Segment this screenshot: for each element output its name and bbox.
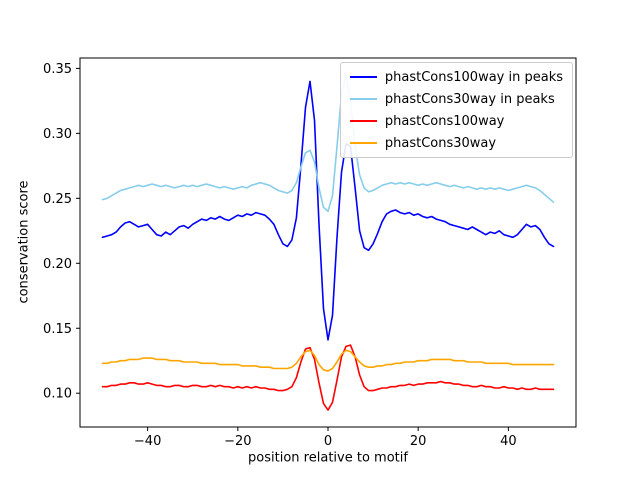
series-line-0	[101, 80, 555, 341]
legend-line-sample-blue	[349, 76, 377, 78]
y-axis-label: conservation score	[16, 180, 32, 304]
series-line-2	[101, 344, 555, 411]
series-line-1	[101, 74, 555, 213]
legend-label: phastCons30way	[384, 135, 497, 151]
x-tick-label: −40	[134, 434, 161, 449]
legend-label: phastCons100way	[384, 113, 505, 129]
x-tick-label: 0	[324, 434, 332, 449]
x-tick-label: 20	[410, 434, 427, 449]
legend-item-phastcons100way: phastCons100way	[349, 113, 563, 129]
x-axis-label: position relative to motif	[248, 450, 408, 466]
y-tick-label: 0.15	[43, 322, 72, 337]
legend: phastCons100way in peaks phastCons30way …	[339, 62, 573, 158]
y-tick-label: 0.25	[43, 192, 72, 207]
legend-item-phastcons100way-in-peaks: phastCons100way in peaks	[349, 69, 563, 85]
series-line-3	[101, 349, 555, 372]
legend-item-phastcons30way-in-peaks: phastCons30way in peaks	[349, 91, 563, 107]
x-tick-label: −20	[224, 434, 251, 449]
x-tick-label: 40	[500, 434, 517, 449]
legend-line-sample-orange	[349, 142, 377, 144]
y-tick-label: 0.35	[43, 62, 72, 77]
y-tick-label: 0.20	[43, 257, 72, 272]
legend-label: phastCons100way in peaks	[384, 69, 563, 85]
legend-line-sample-skyblue	[349, 98, 377, 100]
y-tick-label: 0.30	[43, 127, 72, 142]
legend-item-phastcons30way: phastCons30way	[349, 135, 563, 151]
legend-label: phastCons30way in peaks	[384, 91, 555, 107]
legend-line-sample-red	[349, 120, 377, 122]
y-tick-label: 0.10	[43, 387, 72, 402]
